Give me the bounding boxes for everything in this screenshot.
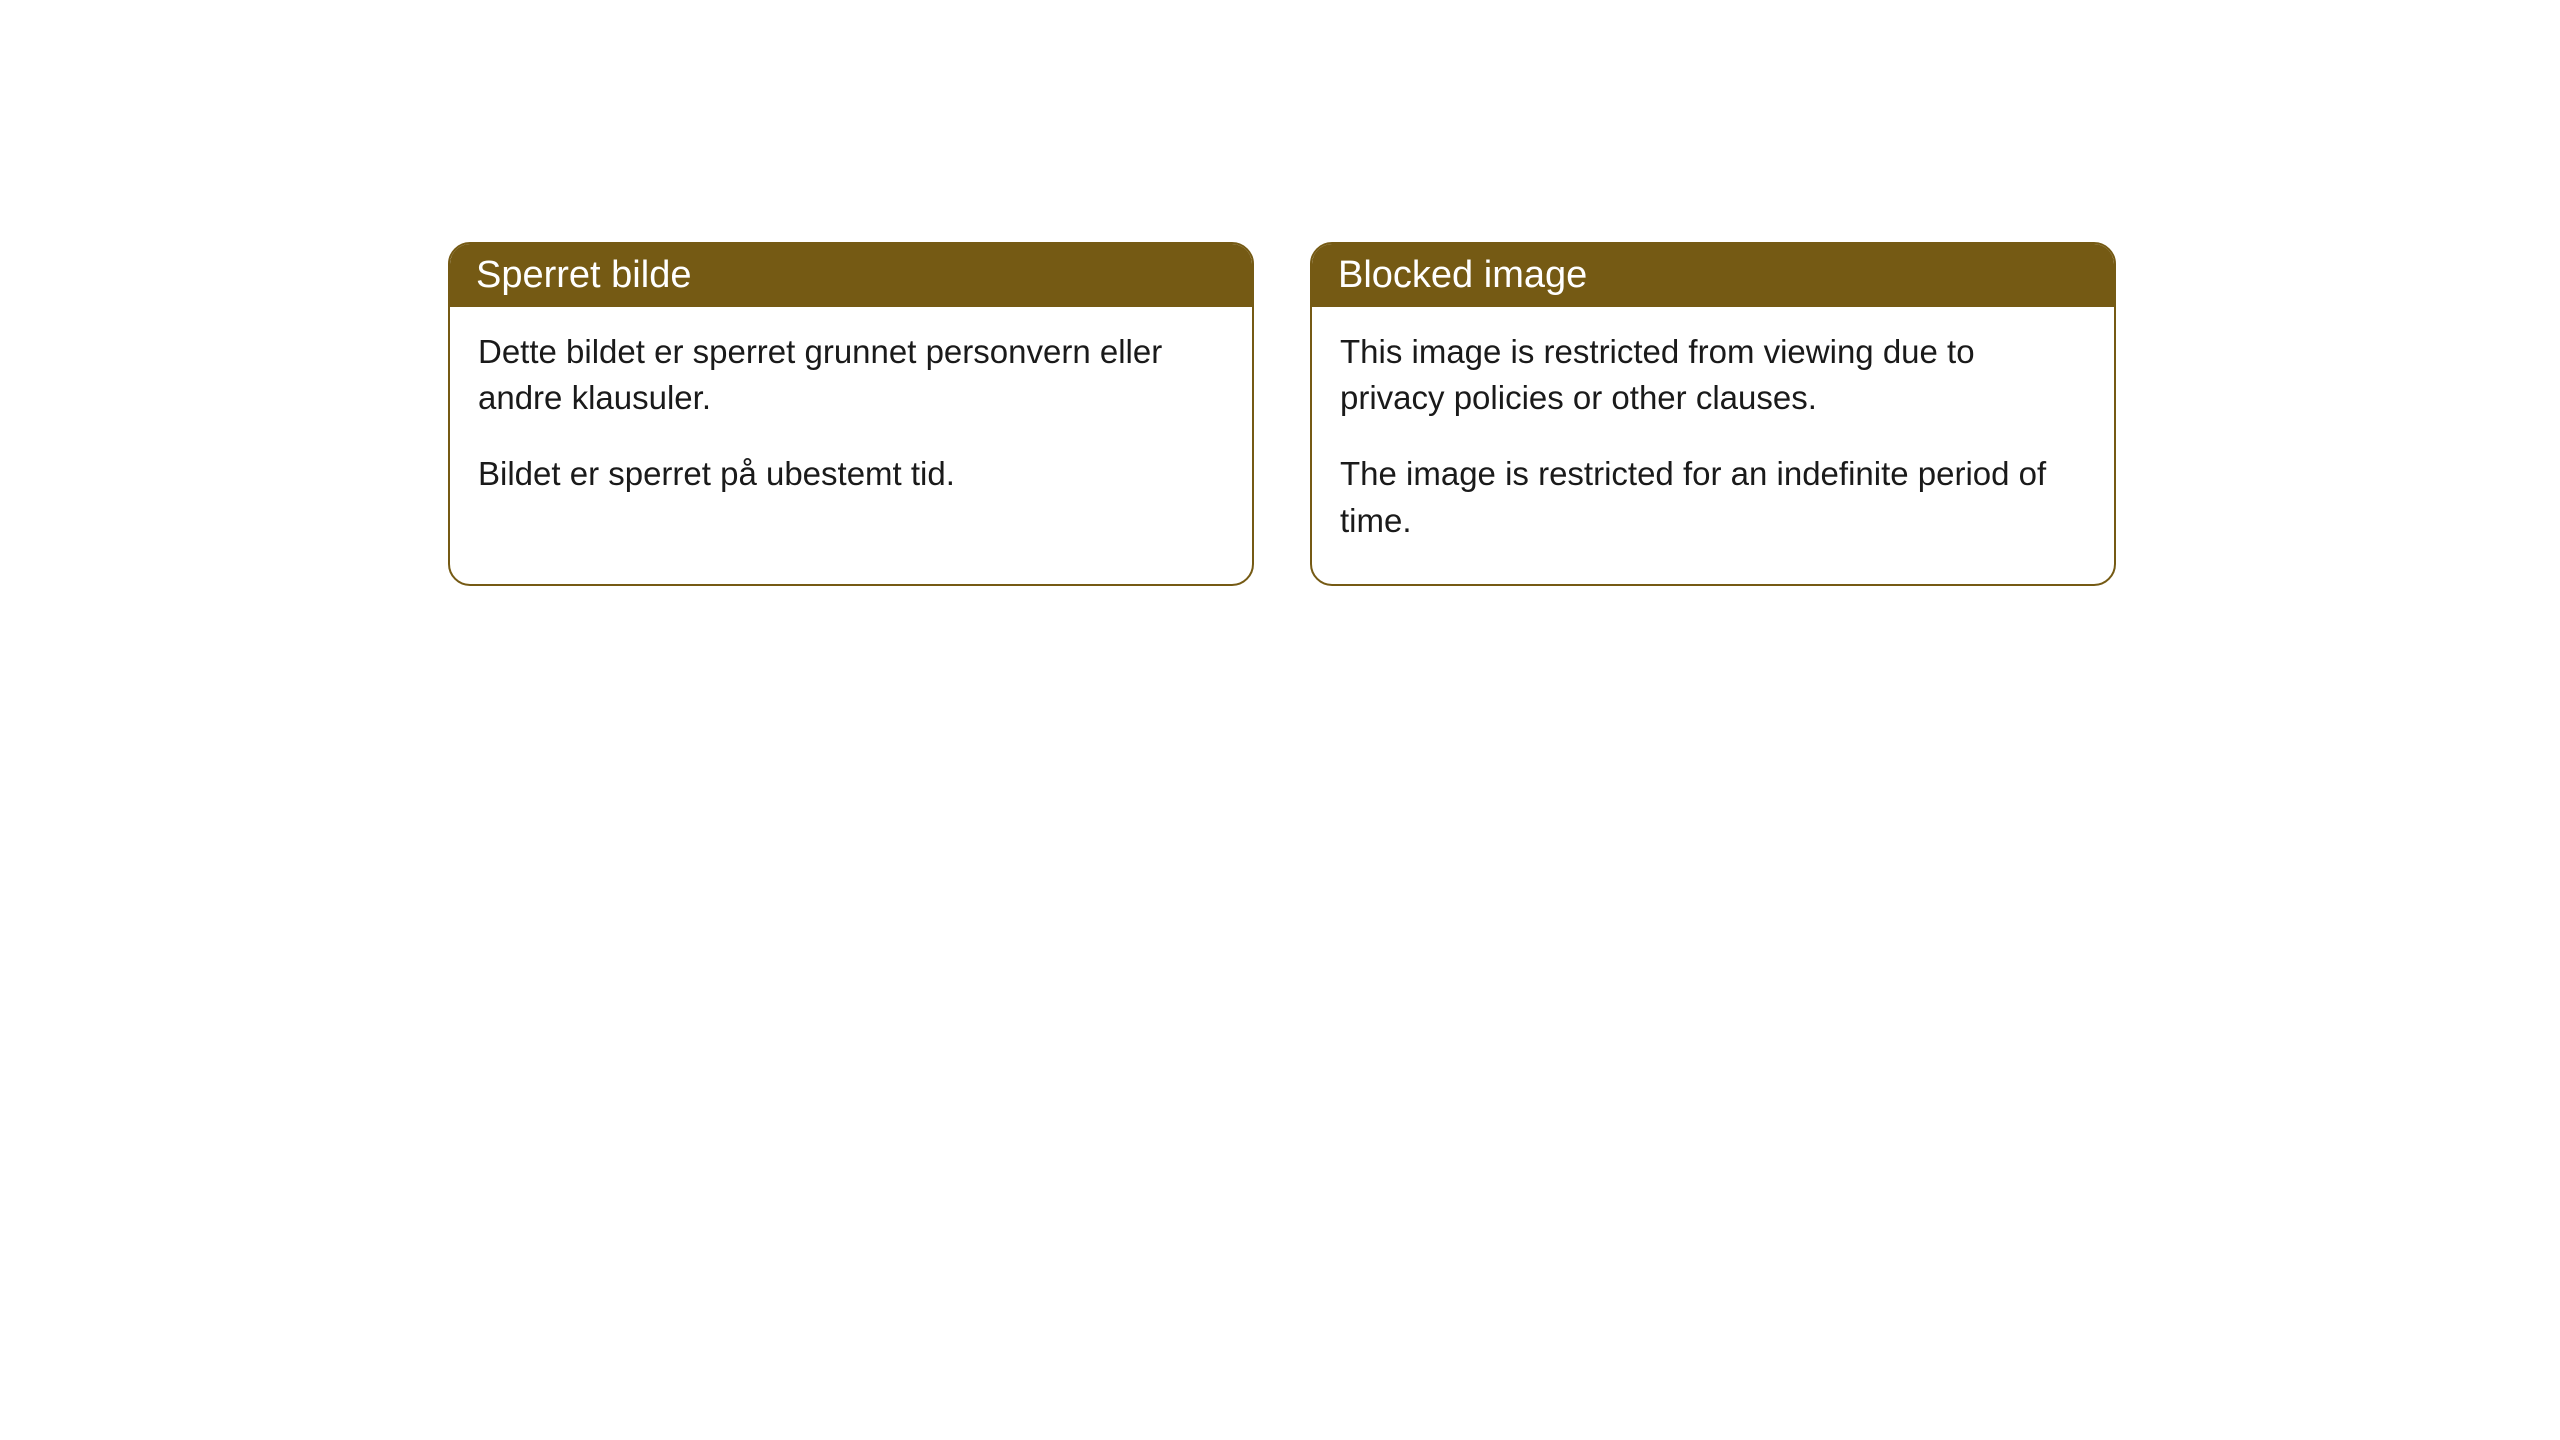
card-title: Blocked image — [1338, 254, 1587, 296]
card-paragraph: Bildet er sperret på ubestemt tid. — [478, 451, 1224, 497]
notice-card-norwegian: Sperret bilde Dette bildet er sperret gr… — [448, 242, 1254, 586]
card-body: Dette bildet er sperret grunnet personve… — [450, 307, 1252, 538]
card-paragraph: The image is restricted for an indefinit… — [1340, 451, 2086, 543]
card-paragraph: This image is restricted from viewing du… — [1340, 329, 2086, 421]
card-title: Sperret bilde — [476, 254, 691, 296]
card-header: Blocked image — [1312, 244, 2114, 307]
card-header: Sperret bilde — [450, 244, 1252, 307]
notice-cards-container: Sperret bilde Dette bildet er sperret gr… — [0, 0, 2560, 586]
card-paragraph: Dette bildet er sperret grunnet personve… — [478, 329, 1224, 421]
notice-card-english: Blocked image This image is restricted f… — [1310, 242, 2116, 586]
card-body: This image is restricted from viewing du… — [1312, 307, 2114, 584]
